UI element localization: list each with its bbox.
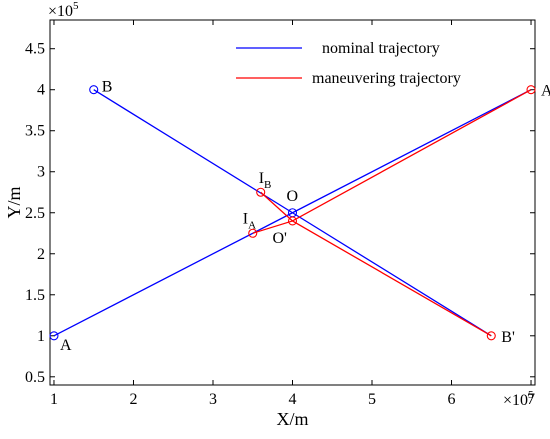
point-label-B: B: [102, 79, 113, 96]
y-tick-labels: 0.5 1 1.5 2 2.5 3 3.5 4 4.5: [25, 41, 45, 386]
legend-label-nominal: nominal trajectory: [322, 40, 440, 57]
point-label-Oprime: O': [273, 230, 288, 247]
x-tick-label: 3: [209, 391, 217, 408]
x-tick-label: 6: [448, 391, 456, 408]
y-tick-label: 2.5: [25, 205, 45, 222]
series-lines: [53, 89, 532, 337]
axis-ticks: [50, 20, 535, 385]
series-marker-0: [89, 85, 99, 95]
x-tick-labels: 1 2 3 4 5 6 7: [50, 391, 535, 408]
x-tick-label: 7: [527, 391, 535, 408]
x-axis-label: X/m: [276, 409, 308, 429]
y-tick-label: 3: [37, 164, 45, 181]
legend-label-maneuvering: maneuvering trajectory: [312, 70, 461, 87]
legend: nominal trajectory maneuvering trajector…: [236, 40, 461, 87]
series-marker-1: [486, 331, 496, 341]
x-tick-label: 5: [368, 391, 376, 408]
point-label-O: O: [287, 188, 299, 205]
y-tick-label: 1: [37, 328, 45, 345]
series-line-0: [93, 89, 492, 337]
point-label-Bprime: B': [501, 329, 515, 346]
y-axis-multiplier: ×105: [48, 0, 79, 20]
plot-area: [49, 19, 536, 386]
x-tick-label: 4: [289, 391, 297, 408]
series-marker-0: [49, 331, 59, 341]
series-marker-1: [526, 85, 536, 95]
x-axis-multiplier: ×105: [503, 389, 534, 409]
y-tick-label: 0.5: [25, 369, 45, 386]
point-label-Aprime: A': [541, 83, 550, 100]
y-tick-label: 3.5: [25, 123, 45, 140]
x-tick-label: 2: [129, 391, 137, 408]
series-marker-1: [256, 187, 266, 197]
point-label-IA: IA: [243, 210, 256, 231]
point-label-IB: IB: [259, 170, 272, 191]
series-marker-1: [287, 216, 298, 226]
point-label-A: A: [60, 337, 72, 354]
y-axis-label: Y/m: [4, 186, 24, 218]
y-tick-label: 4: [37, 82, 45, 99]
y-tick-label: 4.5: [25, 41, 45, 58]
x-tick-label: 1: [50, 391, 58, 408]
y-tick-label: 1.5: [25, 287, 45, 304]
y-tick-label: 2: [37, 246, 45, 263]
series-line-1: [260, 191, 492, 337]
series-markers: [49, 85, 536, 341]
series-marker-1: [248, 228, 258, 238]
